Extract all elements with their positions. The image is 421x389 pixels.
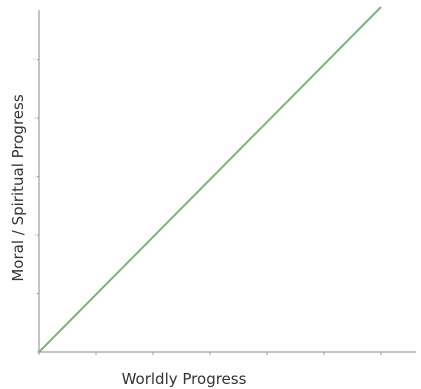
series-line	[38, 6, 382, 353]
x-axis-title: Worldly Progress	[122, 370, 247, 388]
y-ticks: 1 2 3 4 5	[34, 58, 39, 353]
y-tick-label: 2	[34, 233, 36, 237]
plot-series	[38, 6, 382, 353]
y-tick-label: 5	[34, 58, 36, 62]
y-tick-label: 4	[34, 116, 36, 120]
y-axis-title: Moral / Spiritual Progress	[9, 94, 27, 281]
y-tick-label: 1	[34, 292, 36, 296]
y-tick-label: 3	[34, 175, 36, 179]
axes	[38, 10, 416, 353]
